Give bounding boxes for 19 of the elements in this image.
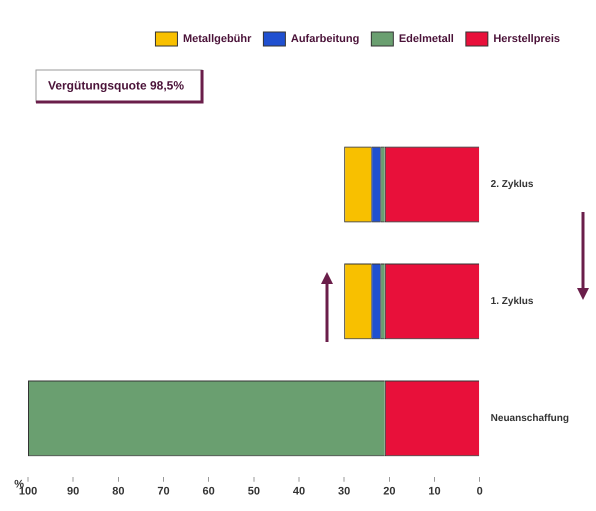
legend-label: Metallgebühr	[182, 33, 252, 46]
text: Vergütungsquote 98,5%	[48, 78, 184, 92]
y-tick-label: 2. Zyklus	[490, 179, 534, 190]
y-tick-label: 1. Zyklus	[490, 296, 534, 308]
x-tick-label: 90	[67, 485, 80, 498]
x-tick-label: 60	[202, 485, 215, 498]
x-tick-label: 70	[157, 485, 170, 498]
x-tick-label: 20	[383, 485, 396, 498]
x-tick-label: 10	[428, 485, 441, 498]
legend-label: Aufarbeitung	[290, 33, 360, 46]
y-tick-label: Neuanschaffung	[490, 413, 570, 424]
legend-label: Herstellpreis	[493, 33, 560, 46]
x-tick-label: 0	[476, 485, 483, 498]
x-tick-label: 100	[18, 485, 38, 498]
x-tick-label: 30	[338, 485, 350, 498]
x-tick-label: 50	[248, 485, 260, 498]
x-tick-label: 80	[112, 485, 124, 498]
x-tick-label: 40	[292, 485, 306, 498]
legend-label: Edelmetall	[398, 33, 454, 46]
